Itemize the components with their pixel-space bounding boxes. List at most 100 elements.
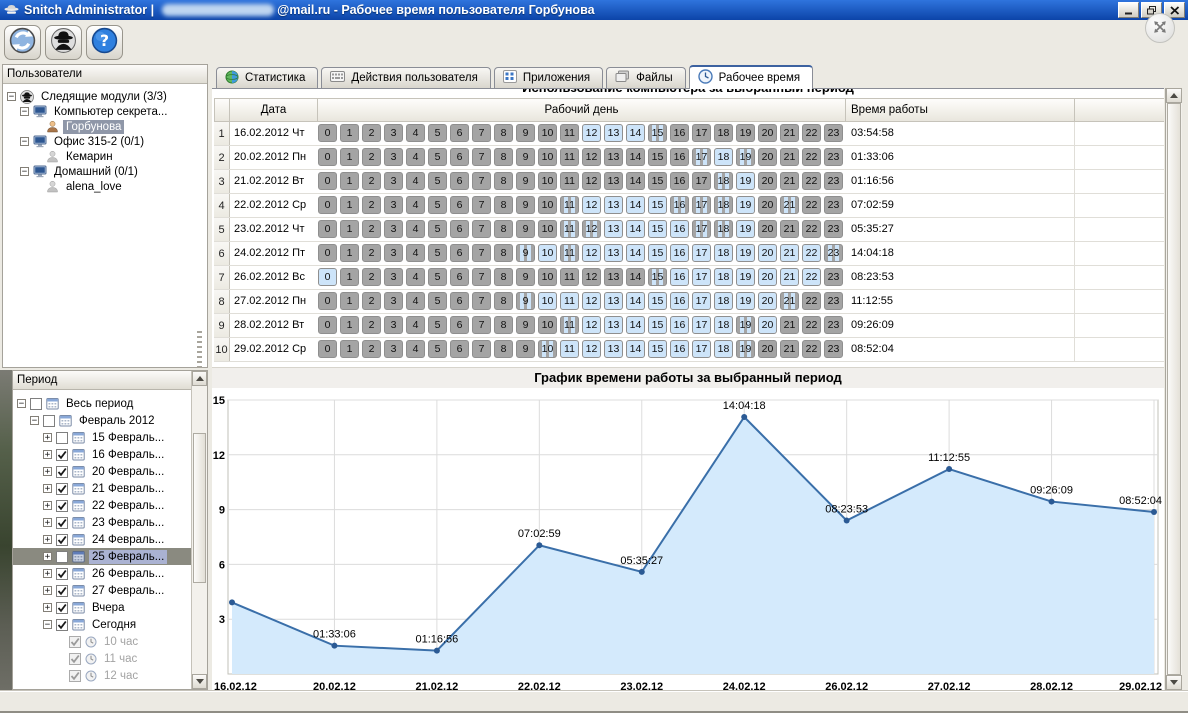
- checkbox-unchecked[interactable]: [56, 431, 68, 444]
- expander-plus-icon[interactable]: +: [43, 602, 52, 613]
- period-tree-item-9[interactable]: +25 Февраль...: [13, 548, 191, 565]
- expander-plus-icon[interactable]: +: [43, 432, 52, 443]
- user-tree-item-2[interactable]: Горбунова: [3, 119, 207, 134]
- expander-plus-icon[interactable]: +: [43, 568, 52, 579]
- expander-minus-icon[interactable]: −: [20, 166, 29, 177]
- expander-plus-icon[interactable]: +: [43, 449, 52, 460]
- checkbox-checked[interactable]: [56, 533, 68, 546]
- tab-4[interactable]: Рабочее время: [688, 65, 814, 89]
- period-tree-item-7[interactable]: +23 Февраль...: [13, 514, 191, 531]
- checkbox-checked-disabled[interactable]: [69, 652, 81, 665]
- expander-minus-icon[interactable]: −: [20, 136, 29, 147]
- fullscreen-toggle-icon: [1152, 19, 1168, 38]
- checkbox-checked-disabled[interactable]: [69, 635, 81, 648]
- main-scrollbar-thumb[interactable]: [1167, 103, 1181, 675]
- checkbox-checked-disabled[interactable]: [69, 669, 81, 682]
- period-tree-item-5[interactable]: +21 Февраль...: [13, 480, 191, 497]
- expander-plus-icon[interactable]: +: [43, 534, 52, 545]
- checkbox-checked[interactable]: [56, 499, 68, 512]
- period-scroll-down-button[interactable]: [192, 674, 207, 689]
- period-tree-item-8[interactable]: +24 Февраль...: [13, 531, 191, 548]
- table-row-6[interactable]: 6 24.02.2012 Пт 0 1 2 3 4 5 6 7 8 9 10 11 12 13 14 15 16 17…: [214, 242, 1164, 266]
- tab-2[interactable]: Приложения: [493, 67, 604, 88]
- expander-plus-icon[interactable]: +: [43, 483, 52, 494]
- hour-cell-6: 6: [450, 316, 469, 334]
- period-tree-item-16[interactable]: 12 час: [13, 667, 191, 684]
- splitter-grip[interactable]: [197, 331, 202, 393]
- table-row-4[interactable]: 4 22.02.2012 Ср 0 1 2 3 4 5 6 7 8 9 10 11 12 13 14 15 16 17…: [214, 194, 1164, 218]
- checkbox-unchecked[interactable]: [30, 397, 42, 410]
- arrow-up-icon: [1170, 93, 1178, 98]
- close-button[interactable]: [1164, 2, 1185, 18]
- expander-plus-icon[interactable]: +: [43, 500, 52, 511]
- period-scrollbar[interactable]: [191, 371, 207, 689]
- period-tree-item-6[interactable]: +22 Февраль...: [13, 497, 191, 514]
- help-button[interactable]: ?: [86, 24, 123, 60]
- tab-label: Рабочее время: [718, 72, 801, 84]
- table-row-7[interactable]: 7 26.02.2012 Вс 0 1 2 3 4 5 6 7 8 9 10 11 12 13 14 15 16 17…: [214, 266, 1164, 290]
- fullscreen-toggle-button[interactable]: [1145, 13, 1175, 43]
- titlebar[interactable]: Snitch Administrator | @mail.ru - Рабочее…: [0, 0, 1188, 20]
- table-row-1[interactable]: 1 16.02.2012 Чт 0 1 2 3 4 5 6 7 8 9 10 11 12 13 14 15 16 17…: [214, 122, 1164, 146]
- period-tree-item-14[interactable]: 10 час: [13, 633, 191, 650]
- main-scroll-down-button[interactable]: [1166, 675, 1182, 690]
- user-tree-item-5[interactable]: − Домашний (0/1): [3, 164, 207, 179]
- period-tree-item-3[interactable]: +16 Февраль...: [13, 446, 191, 463]
- table-row-2[interactable]: 2 20.02.2012 Пн 0 1 2 3 4 5 6 7 8 9 10 11 12 13 14 15 16 17…: [214, 146, 1164, 170]
- table-row-8[interactable]: 8 27.02.2012 Пн 0 1 2 3 4 5 6 7 8 9 10 11 12 13 14 15 16 17…: [214, 290, 1164, 314]
- period-tree-item-label: 10 час: [104, 635, 139, 648]
- period-tree-item-15[interactable]: 11 час: [13, 650, 191, 667]
- period-tree-item-0[interactable]: − Весь период: [13, 395, 191, 412]
- tab-1[interactable]: Действия пользователя: [321, 67, 491, 88]
- checkbox-checked[interactable]: [56, 567, 68, 580]
- expander-plus-icon[interactable]: +: [43, 517, 52, 528]
- expander-minus-icon[interactable]: −: [7, 91, 16, 102]
- user-tree-item-6[interactable]: alena_love: [3, 179, 207, 194]
- expander-minus-icon[interactable]: −: [20, 106, 29, 117]
- checkbox-unchecked[interactable]: [43, 414, 55, 427]
- expander-plus-icon[interactable]: +: [43, 551, 52, 562]
- period-tree-item-11[interactable]: +27 Февраль...: [13, 582, 191, 599]
- table-row-5[interactable]: 5 23.02.2012 Чт 0 1 2 3 4 5 6 7 8 9 10 11 12 13 14 15 16 17…: [214, 218, 1164, 242]
- user-tree-item-3[interactable]: − Офис 315-2 (0/1): [3, 134, 207, 149]
- user-tree-item-label: Компьютер секрета...: [54, 105, 168, 118]
- period-tree-item-4[interactable]: +20 Февраль...: [13, 463, 191, 480]
- checkbox-checked[interactable]: [56, 584, 68, 597]
- user-tree-item-1[interactable]: − Компьютер секрета...: [3, 104, 207, 119]
- hour-cell-16: 16: [670, 148, 689, 166]
- main-scrollbar[interactable]: [1165, 88, 1182, 690]
- period-tree-item-2[interactable]: +15 Февраль...: [13, 429, 191, 446]
- expander-minus-icon[interactable]: −: [43, 619, 52, 630]
- checkbox-checked[interactable]: [56, 516, 68, 529]
- period-scroll-up-button[interactable]: [192, 371, 207, 386]
- minimize-button[interactable]: [1118, 2, 1139, 18]
- sync-button[interactable]: [4, 24, 41, 60]
- period-tree-item-13[interactable]: − Сегодня: [13, 616, 191, 633]
- table-row-9[interactable]: 9 28.02.2012 Вт 0 1 2 3 4 5 6 7 8 9 10 11 12 13 14 15 16 17…: [214, 314, 1164, 338]
- checkbox-checked[interactable]: [56, 482, 68, 495]
- table-row-3[interactable]: 3 21.02.2012 Вт 0 1 2 3 4 5 6 7 8 9 10 11 12 13 14 15 16 17…: [214, 170, 1164, 194]
- user-tree-item-0[interactable]: − Следящие модули (3/3): [3, 89, 207, 104]
- checkbox-checked[interactable]: [56, 448, 68, 461]
- checkbox-checked[interactable]: [56, 601, 68, 614]
- tab-3[interactable]: Файлы: [606, 67, 686, 88]
- period-tree-item-1[interactable]: − Февраль 2012: [13, 412, 191, 429]
- period-tree-item-10[interactable]: +26 Февраль...: [13, 565, 191, 582]
- expander-minus-icon[interactable]: −: [17, 398, 26, 409]
- expander-plus-icon[interactable]: +: [43, 585, 52, 596]
- expander-plus-icon[interactable]: +: [43, 466, 52, 477]
- calendar-icon: [72, 465, 85, 478]
- checkbox-unchecked[interactable]: [56, 550, 68, 563]
- hour-cell-20: 20: [758, 148, 777, 166]
- checkbox-checked[interactable]: [56, 618, 68, 631]
- user-tree-item-4[interactable]: Кемарин: [3, 149, 207, 164]
- checkbox-checked[interactable]: [56, 465, 68, 478]
- expander-minus-icon[interactable]: −: [30, 415, 39, 426]
- tab-0[interactable]: Статистика: [216, 67, 319, 88]
- main-scroll-up-button[interactable]: [1166, 88, 1182, 103]
- spy-button[interactable]: [45, 24, 82, 60]
- hour-cell-22: 22: [802, 268, 821, 286]
- table-row-10[interactable]: 10 29.02.2012 Ср 0 1 2 3 4 5 6 7 8 9 10 11 12 13 14 15 16 1…: [214, 338, 1164, 362]
- period-scrollbar-thumb[interactable]: [193, 433, 206, 583]
- period-tree-item-12[interactable]: + Вчера: [13, 599, 191, 616]
